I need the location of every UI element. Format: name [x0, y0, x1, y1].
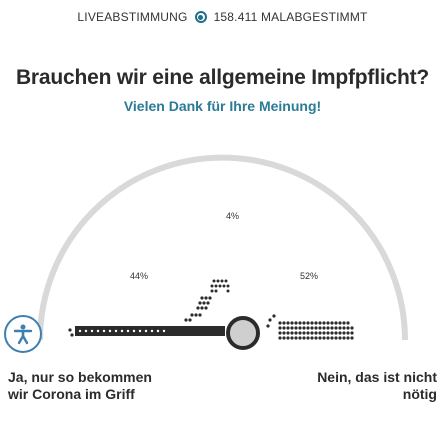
- person-icon: [13, 324, 33, 345]
- poll-thanks-message: Vielen Dank für Ihre Meinung!: [123, 98, 322, 114]
- vote-slider-handle[interactable]: [226, 316, 260, 350]
- poll-arc: [37, 154, 408, 341]
- answer-no[interactable]: Nein, das ist nicht nötig: [317, 369, 437, 402]
- accessibility-icon[interactable]: [4, 315, 42, 353]
- result-no-percent: 52%: [300, 271, 319, 281]
- live-vote-header: LIVEABSTIMMUNG 158.411 MALABGESTIMMT: [0, 0, 445, 34]
- poll-result-visual: 4% 44% 52%: [0, 130, 445, 380]
- yes-dots: [68, 296, 212, 337]
- yes-bar: [75, 326, 225, 336]
- answer-yes[interactable]: Ja, nur so bekommen wir Corona im Griff: [8, 369, 152, 402]
- live-indicator-icon: [194, 11, 207, 23]
- result-neutral-percent: 4%: [226, 211, 240, 221]
- poll-arc-track: [37, 154, 408, 341]
- no-dots: [266, 314, 354, 340]
- yes-bar-texture: [78, 329, 166, 333]
- result-yes-percent: 44%: [130, 271, 149, 281]
- live-vote-label: LIVEABSTIMMUNG: [77, 10, 188, 24]
- vote-count: 158.411 MALABGESTIMMT: [213, 10, 368, 24]
- neutral-dots: [210, 279, 230, 293]
- poll-question: Brauchen wir eine allgemeine Impfpflicht…: [15, 66, 430, 89]
